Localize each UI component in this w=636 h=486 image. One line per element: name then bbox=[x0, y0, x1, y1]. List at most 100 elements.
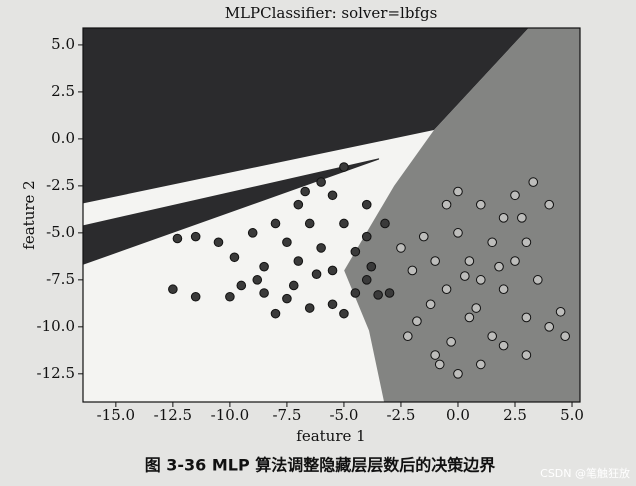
point bbox=[446, 337, 456, 347]
point bbox=[213, 237, 224, 248]
point bbox=[361, 231, 372, 242]
point bbox=[380, 218, 390, 229]
y-tick-label: 2.5 bbox=[51, 82, 75, 100]
point bbox=[304, 303, 315, 313]
point bbox=[430, 256, 440, 266]
point bbox=[521, 312, 532, 323]
point bbox=[487, 237, 497, 248]
x-tick-label: -5.0 bbox=[329, 406, 358, 424]
point bbox=[327, 190, 338, 201]
y-tick-label: -2.5 bbox=[46, 176, 75, 194]
point bbox=[533, 275, 543, 285]
point bbox=[544, 322, 555, 332]
point bbox=[521, 350, 532, 360]
point bbox=[412, 316, 422, 326]
point bbox=[316, 177, 326, 187]
point bbox=[288, 280, 299, 291]
point bbox=[270, 308, 281, 319]
point bbox=[460, 271, 470, 281]
point bbox=[494, 261, 504, 272]
point bbox=[190, 231, 201, 242]
point bbox=[544, 199, 555, 210]
x-tick-label: 0.0 bbox=[446, 406, 470, 424]
point bbox=[168, 284, 178, 295]
y-tick-label: 0.0 bbox=[51, 129, 75, 147]
point bbox=[453, 186, 463, 197]
point bbox=[293, 256, 304, 266]
point bbox=[510, 256, 520, 266]
y-tick-label: 5.0 bbox=[51, 35, 75, 53]
y-tick-label: -5.0 bbox=[46, 223, 75, 241]
point bbox=[229, 252, 240, 263]
point bbox=[498, 284, 509, 295]
point bbox=[327, 265, 338, 276]
point bbox=[300, 186, 310, 197]
point bbox=[555, 306, 566, 317]
x-tick-label: -2.5 bbox=[386, 406, 415, 424]
point bbox=[350, 288, 361, 298]
chart-title: MLPClassifier: solver=lbfgs bbox=[225, 4, 438, 22]
point bbox=[373, 290, 383, 300]
point bbox=[471, 303, 482, 313]
point bbox=[327, 299, 338, 310]
point bbox=[396, 243, 406, 253]
point bbox=[441, 199, 452, 210]
point bbox=[475, 199, 486, 210]
point bbox=[498, 213, 509, 223]
point bbox=[453, 369, 463, 379]
caption: 图 3-36 MLP 算法调整隐藏层层数后的决策边界 bbox=[145, 456, 496, 475]
x-tick-label: 5.0 bbox=[560, 406, 584, 424]
point bbox=[441, 284, 452, 295]
point bbox=[259, 261, 269, 272]
point bbox=[560, 331, 570, 342]
point bbox=[361, 275, 372, 285]
point bbox=[528, 177, 539, 187]
point bbox=[430, 350, 440, 360]
point bbox=[259, 288, 269, 298]
y-tick-label: -7.5 bbox=[46, 270, 75, 288]
point bbox=[418, 231, 429, 242]
point bbox=[407, 265, 418, 276]
x-tick-label: -12.5 bbox=[154, 406, 192, 424]
point bbox=[498, 340, 509, 351]
point bbox=[487, 331, 497, 342]
point bbox=[517, 213, 527, 223]
point bbox=[190, 291, 201, 302]
point bbox=[384, 288, 395, 298]
point bbox=[236, 280, 247, 291]
point bbox=[402, 331, 413, 342]
x-tick-label: 2.5 bbox=[503, 406, 527, 424]
point bbox=[453, 228, 463, 238]
point bbox=[475, 359, 486, 370]
point bbox=[366, 261, 377, 272]
x-tick-label: -15.0 bbox=[97, 406, 135, 424]
decision-region bbox=[83, 158, 380, 265]
decision-region bbox=[344, 28, 580, 402]
point bbox=[304, 218, 315, 229]
point bbox=[282, 237, 292, 248]
x-axis-label: feature 1 bbox=[296, 427, 365, 445]
point bbox=[350, 246, 361, 257]
point bbox=[521, 237, 532, 248]
point bbox=[339, 218, 349, 229]
point bbox=[270, 218, 281, 229]
point bbox=[282, 293, 292, 304]
y-axis-label: feature 2 bbox=[20, 180, 38, 249]
point bbox=[425, 299, 436, 310]
y-tick-label: -12.5 bbox=[37, 364, 75, 382]
point bbox=[172, 233, 183, 244]
watermark: CSDN @笔触狂放 bbox=[540, 466, 630, 480]
x-tick-label: -7.5 bbox=[272, 406, 301, 424]
point bbox=[464, 256, 475, 266]
point bbox=[361, 199, 372, 210]
point bbox=[311, 269, 322, 280]
point bbox=[252, 275, 263, 285]
point bbox=[225, 291, 235, 302]
y-tick-label: -10.0 bbox=[37, 317, 75, 335]
point bbox=[247, 228, 258, 238]
point bbox=[434, 359, 445, 370]
plot-frame bbox=[82, 27, 581, 403]
x-tick-label: -10.0 bbox=[211, 406, 249, 424]
point bbox=[475, 275, 486, 285]
